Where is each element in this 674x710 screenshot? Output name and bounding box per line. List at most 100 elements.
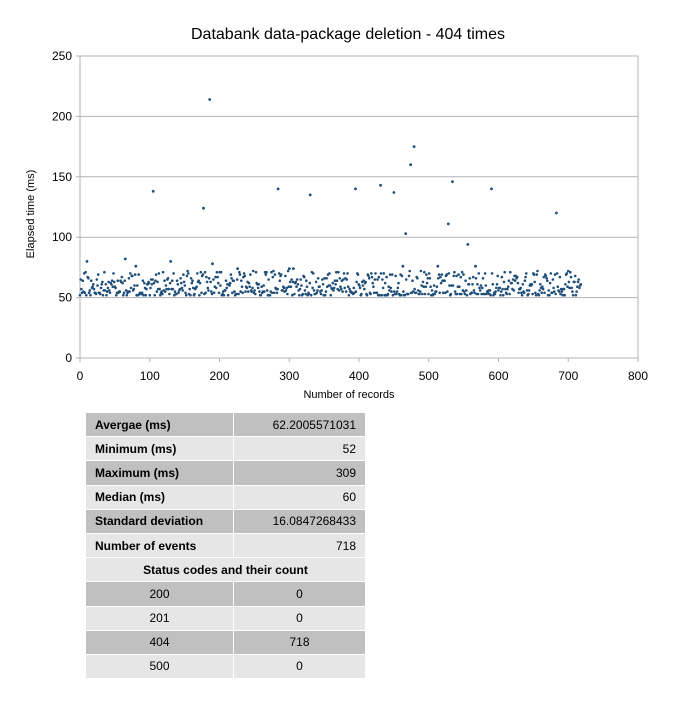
data-point bbox=[290, 278, 293, 281]
data-point bbox=[427, 272, 431, 275]
data-point bbox=[99, 292, 102, 296]
data-point bbox=[468, 277, 472, 280]
data-point bbox=[87, 291, 91, 295]
data-point bbox=[555, 211, 558, 215]
data-point bbox=[433, 292, 437, 296]
data-point bbox=[376, 278, 379, 281]
data-point bbox=[202, 206, 205, 210]
data-point bbox=[477, 272, 481, 275]
data-point bbox=[418, 292, 421, 296]
x-tick-label: 700 bbox=[558, 369, 578, 383]
data-point bbox=[217, 291, 221, 295]
data-point bbox=[208, 98, 212, 101]
data-point bbox=[390, 273, 394, 276]
data-point bbox=[238, 270, 241, 274]
data-point bbox=[120, 275, 124, 279]
data-point bbox=[230, 277, 233, 280]
data-point bbox=[153, 293, 156, 297]
data-point bbox=[346, 272, 349, 275]
data-point bbox=[199, 270, 203, 274]
data-point bbox=[149, 286, 152, 290]
data-point bbox=[207, 289, 210, 292]
data-point bbox=[308, 281, 312, 285]
data-point bbox=[295, 278, 299, 281]
data-point bbox=[441, 291, 445, 295]
data-point bbox=[172, 272, 175, 275]
data-point bbox=[282, 286, 286, 290]
data-point bbox=[108, 291, 112, 295]
data-point bbox=[81, 279, 85, 283]
data-point bbox=[449, 292, 453, 296]
data-point bbox=[271, 275, 275, 279]
data-point bbox=[520, 291, 523, 295]
data-point bbox=[205, 280, 209, 284]
data-point bbox=[367, 274, 370, 278]
data-point bbox=[508, 292, 511, 296]
data-point bbox=[408, 269, 412, 273]
data-point bbox=[447, 272, 451, 275]
data-point bbox=[158, 287, 161, 291]
data-point bbox=[344, 290, 348, 293]
data-point bbox=[335, 279, 339, 283]
data-point bbox=[88, 289, 92, 292]
data-point bbox=[574, 293, 578, 297]
data-point bbox=[560, 290, 564, 293]
x-tick-label: 600 bbox=[488, 369, 508, 383]
data-point bbox=[552, 286, 555, 290]
data-point bbox=[341, 290, 344, 293]
data-point bbox=[566, 285, 569, 289]
data-point bbox=[557, 290, 561, 293]
data-point bbox=[537, 293, 541, 297]
y-axis-ticks: 0 50 100 150 200 250 bbox=[52, 49, 80, 365]
data-point bbox=[480, 292, 483, 296]
data-point bbox=[495, 286, 498, 290]
data-point bbox=[231, 291, 234, 295]
data-point bbox=[565, 272, 569, 275]
data-point bbox=[214, 275, 217, 279]
data-point bbox=[479, 284, 483, 287]
data-point bbox=[105, 293, 108, 297]
data-point bbox=[463, 292, 467, 296]
y-tick-label: 100 bbox=[52, 230, 72, 244]
data-point bbox=[152, 281, 156, 285]
x-axis-ticks: 0 100 200 300 400 500 600 700 800 bbox=[77, 358, 648, 383]
data-point bbox=[396, 286, 400, 290]
data-point bbox=[413, 287, 416, 291]
data-point bbox=[474, 277, 478, 280]
data-point bbox=[288, 280, 292, 284]
data-point bbox=[129, 286, 133, 290]
data-point bbox=[206, 286, 210, 290]
data-point bbox=[513, 279, 517, 283]
data-point bbox=[210, 290, 213, 293]
data-point bbox=[548, 293, 551, 297]
data-point bbox=[546, 279, 549, 283]
data-point bbox=[285, 286, 289, 290]
data-point bbox=[150, 283, 154, 286]
data-point bbox=[409, 163, 412, 167]
data-point bbox=[328, 284, 332, 287]
data-point bbox=[474, 264, 477, 268]
data-point bbox=[519, 286, 522, 290]
data-point bbox=[248, 285, 251, 289]
data-point bbox=[522, 291, 526, 295]
data-point bbox=[525, 272, 528, 275]
data-point bbox=[496, 274, 500, 278]
data-point bbox=[478, 289, 482, 292]
data-point bbox=[96, 273, 100, 276]
data-point bbox=[144, 293, 147, 297]
scatter-chart: Databank data-package deletion - 404 tim… bbox=[25, 26, 648, 401]
data-point bbox=[323, 293, 327, 297]
data-point bbox=[576, 280, 580, 284]
data-point bbox=[419, 269, 423, 273]
data-point bbox=[458, 285, 461, 289]
data-point bbox=[268, 293, 272, 297]
data-point bbox=[136, 284, 139, 287]
data-point bbox=[370, 275, 374, 279]
data-point bbox=[532, 273, 536, 276]
data-point bbox=[249, 273, 252, 276]
data-point bbox=[91, 285, 94, 289]
data-point bbox=[154, 279, 157, 283]
data-point bbox=[95, 278, 99, 281]
data-point bbox=[541, 285, 544, 289]
x-tick-label: 500 bbox=[419, 369, 439, 383]
